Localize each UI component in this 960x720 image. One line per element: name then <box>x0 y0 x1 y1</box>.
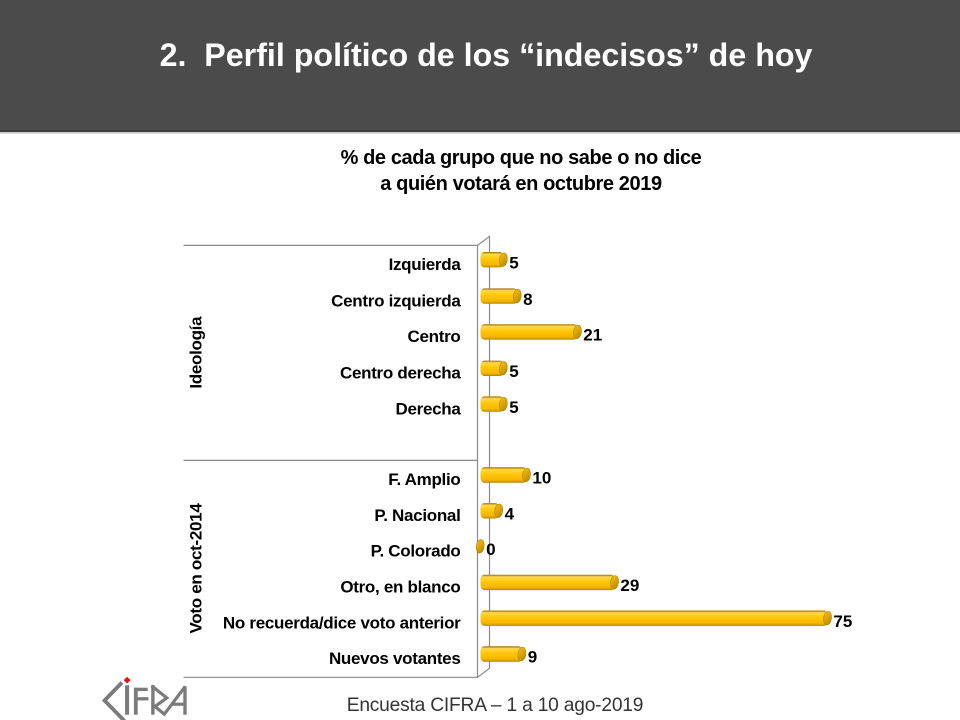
svg-text:9: 9 <box>528 648 537 667</box>
svg-text:Nuevos votantes: Nuevos votantes <box>329 649 461 668</box>
svg-text:2. Perfil político de los “in: 2. Perfil político de los “indecisos” de… <box>160 37 813 73</box>
svg-text:P. Nacional: P. Nacional <box>374 506 460 525</box>
svg-text:Centro derecha: Centro derecha <box>340 364 461 383</box>
svg-text:10: 10 <box>532 469 551 488</box>
svg-text:Centro izquierda: Centro izquierda <box>331 291 461 310</box>
svg-text:8: 8 <box>523 290 532 309</box>
svg-text:Centro: Centro <box>408 327 461 346</box>
svg-text:5: 5 <box>509 362 518 381</box>
svg-text:No recuerda/dice voto anterior: No recuerda/dice voto anterior <box>223 613 461 632</box>
svg-text:5: 5 <box>509 398 518 417</box>
svg-text:Encuesta CIFRA – 1 a 10 ago-20: Encuesta CIFRA – 1 a 10 ago-2019 <box>347 695 644 716</box>
svg-text:21: 21 <box>583 326 602 345</box>
svg-text:0: 0 <box>486 540 495 559</box>
svg-text:P. Colorado: P. Colorado <box>371 542 461 561</box>
svg-text:5: 5 <box>509 253 518 272</box>
svg-text:Voto en oct-2014: Voto en oct-2014 <box>187 503 206 634</box>
svg-text:75: 75 <box>833 612 852 631</box>
svg-text:Izquierda: Izquierda <box>389 255 462 274</box>
svg-text:% de cada grupo que no sabe o: % de cada grupo que no sabe o no dice <box>341 147 702 169</box>
svg-text:a quién votará en octubre 2019: a quién votará en octubre 2019 <box>380 173 662 195</box>
svg-text:F. Amplio: F. Amplio <box>388 470 460 489</box>
svg-text:4: 4 <box>505 505 515 524</box>
svg-text:Ideología: Ideología <box>187 316 206 389</box>
svg-text:Otro, en blanco: Otro, en blanco <box>340 578 460 597</box>
svg-text:Derecha: Derecha <box>396 399 462 418</box>
svg-text:29: 29 <box>620 576 639 595</box>
